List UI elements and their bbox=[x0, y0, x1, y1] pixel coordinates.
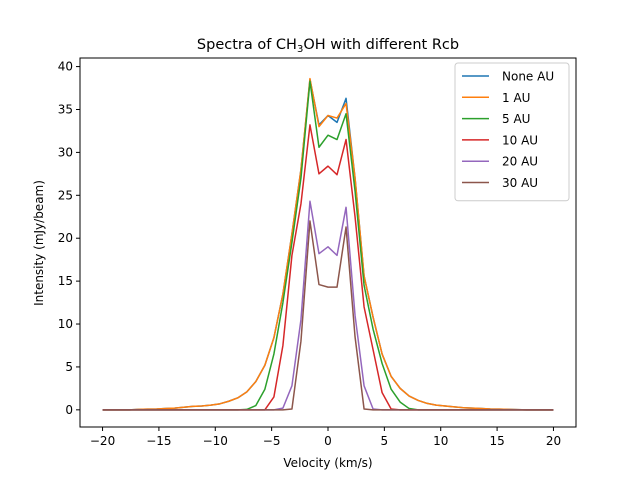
series-line-30-au bbox=[102, 220, 554, 411]
series-line-20-au bbox=[102, 200, 554, 411]
x-tick-label: −20 bbox=[90, 434, 115, 448]
y-tick-label: 25 bbox=[58, 188, 73, 202]
x-tick-label: 0 bbox=[324, 434, 332, 448]
legend-entry: 10 AU bbox=[502, 133, 538, 147]
legend-entry: None AU bbox=[502, 70, 554, 84]
legend: None AU 1 AU 5 AU 10 AU 20 AU 30 AU bbox=[454, 62, 570, 202]
y-tick-label: 0 bbox=[65, 403, 73, 417]
series-line-1-au bbox=[102, 77, 554, 411]
legend-entry: 30 AU bbox=[502, 176, 538, 190]
y-tick-label: 15 bbox=[58, 274, 73, 288]
legend-entry: 1 AU bbox=[502, 91, 530, 105]
x-tick-label: 10 bbox=[433, 434, 448, 448]
plot-frame bbox=[79, 57, 577, 428]
y-tick-label: 30 bbox=[58, 145, 73, 159]
x-tick-label: −10 bbox=[203, 434, 228, 448]
y-axis-label: Intensity (mJy/beam) bbox=[32, 180, 46, 306]
x-tick-label: 20 bbox=[546, 434, 561, 448]
y-tick-label: 20 bbox=[58, 231, 73, 245]
legend-entry: 5 AU bbox=[502, 112, 530, 126]
x-tick-label: 15 bbox=[489, 434, 504, 448]
x-tick-label: −5 bbox=[263, 434, 281, 448]
y-tick-label: 35 bbox=[58, 102, 73, 116]
x-axis-label: Velocity (km/s) bbox=[283, 456, 372, 470]
y-tick-label: 10 bbox=[58, 317, 73, 331]
y-tick-label: 40 bbox=[58, 60, 73, 74]
x-tick-label: −15 bbox=[146, 434, 171, 448]
y-tick-label: 5 bbox=[65, 360, 73, 374]
x-tick-label: 5 bbox=[381, 434, 389, 448]
legend-entry: 20 AU bbox=[502, 155, 538, 169]
chart-title: Spectra of CH3OH with different Rcb bbox=[197, 37, 459, 55]
